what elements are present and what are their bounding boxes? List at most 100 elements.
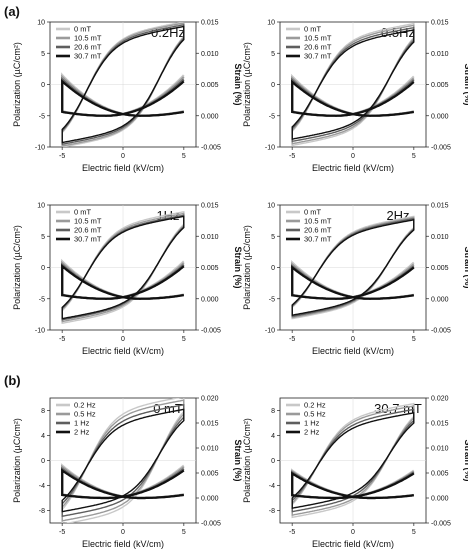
y-tick-label: -4 (39, 483, 45, 490)
chart-panel: 2Hz-5 0 5-10-50510-0.0050.0000.0050.0100.0… (242, 203, 468, 357)
y2-tick-label: 0.000 (431, 296, 449, 303)
y2-tick-label: 0.010 (431, 234, 449, 241)
y2-tick-label: 0.010 (201, 234, 219, 241)
legend-label: 0 mT (74, 25, 92, 34)
x-tick-label: 0 (351, 529, 355, 536)
legend-label: 0.5 Hz (74, 410, 96, 419)
strain-butterfly (61, 79, 185, 117)
curve-layer (291, 402, 415, 519)
x-tick-label: 5 (182, 529, 186, 536)
y2-axis-label: Strain (%) (233, 63, 243, 105)
y2-tick-label: -0.005 (431, 145, 451, 152)
y2-tick-label: -0.005 (201, 328, 221, 335)
x-tick-label: 5 (182, 336, 186, 343)
y-axis-label: Polarization (µC/cm²) (12, 225, 22, 310)
y2-axis-label: Strain (%) (463, 63, 468, 105)
y2-axis-label: Strain (%) (463, 439, 468, 481)
legend-label: 20.6 mT (304, 43, 332, 52)
y2-tick-label: 0.010 (201, 446, 219, 453)
x-tick-label: 5 (412, 153, 416, 160)
y-axis-label: Polarization (µC/cm²) (12, 418, 22, 503)
x-axis-label: Electric field (kV/cm) (82, 539, 164, 549)
y-tick-label: -5 (39, 296, 45, 303)
y2-tick-label: -0.005 (431, 328, 451, 335)
legend-label: 30.7 mT (304, 235, 332, 244)
legend-label: 2 Hz (304, 428, 320, 437)
y-tick-label: 5 (41, 234, 45, 241)
y2-tick-label: 0.000 (201, 496, 219, 503)
strain-butterfly (291, 471, 415, 500)
y2-tick-label: 0.020 (201, 396, 219, 403)
y-tick-label: 4 (271, 433, 275, 440)
y-axis-label: Polarization (µC/cm²) (12, 42, 22, 127)
legend-label: 0.2 Hz (74, 401, 96, 410)
y2-tick-label: 0.005 (431, 82, 449, 89)
x-tick-label: 0 (351, 336, 355, 343)
y2-tick-label: 0.005 (201, 471, 219, 478)
x-tick-label: 5 (412, 336, 416, 343)
y-tick-label: 0 (41, 82, 45, 89)
legend-label: 10.5 mT (304, 217, 332, 226)
y2-tick-label: 0.015 (201, 20, 219, 27)
strain-butterfly (291, 79, 415, 117)
polarization-loop (291, 408, 415, 513)
polarization-loop (61, 398, 185, 523)
x-tick-label: -5 (289, 529, 295, 536)
curve-layer (291, 22, 415, 147)
x-tick-label: -5 (59, 336, 65, 343)
y2-tick-label: -0.005 (201, 145, 221, 152)
polarization-loop (61, 215, 185, 320)
y2-tick-label: 0.010 (431, 446, 449, 453)
y2-tick-label: 0.015 (201, 203, 219, 210)
chart-panel: 0.5Hz-5 0 5-10-50510-0.0050.0000.0050.0100… (242, 20, 468, 174)
x-axis-label: Electric field (kV/cm) (82, 163, 164, 173)
legend-label: 10.5 mT (74, 217, 102, 226)
y-axis-label: Polarization (µC/cm²) (242, 418, 252, 503)
y-tick-label: 5 (271, 51, 275, 58)
y2-tick-label: 0.000 (201, 296, 219, 303)
y2-tick-label: 0.005 (431, 471, 449, 478)
y-tick-label: 10 (37, 203, 45, 210)
polarization-loop (61, 403, 185, 518)
y2-tick-label: 0.005 (201, 265, 219, 272)
y2-tick-label: 0.015 (431, 421, 449, 428)
y-tick-label: -8 (39, 508, 45, 515)
y2-tick-label: 0.020 (431, 396, 449, 403)
legend-label: 1 Hz (74, 419, 90, 428)
y-tick-label: 10 (267, 203, 275, 210)
legend-label: 0 mT (74, 208, 92, 217)
legend-label: 10.5 mT (304, 34, 332, 43)
polarization-loop (61, 408, 185, 513)
strain-butterfly (61, 263, 185, 300)
y2-tick-label: 0.000 (431, 496, 449, 503)
legend-label: 20.6 mT (74, 226, 102, 235)
y-tick-label: -5 (269, 296, 275, 303)
y2-tick-label: 0.005 (201, 82, 219, 89)
legend-label: 0 mT (304, 208, 322, 217)
y-tick-label: 0 (41, 458, 45, 465)
y-tick-label: 10 (267, 20, 275, 27)
panels-group: 0.2Hz -5 0 5 -10 -5 0 5 10 -0.005 0.000 0.005 0.010 0… (12, 20, 468, 550)
polarization-loop (291, 411, 415, 510)
y-tick-label: 0 (271, 82, 275, 89)
y-tick-label: -10 (265, 145, 275, 152)
chart-panel: 0.2Hz -5 0 5 -10 -5 0 5 10 -0.005 0.000 0.005 0.010 0… (12, 20, 243, 174)
y2-axis-label: Strain (%) (233, 246, 243, 288)
polarization-loop (291, 405, 415, 516)
y2-tick-label: -0.005 (201, 521, 221, 528)
panel-title: 0.2Hz (151, 25, 185, 40)
part-label-a: (a) (4, 4, 20, 19)
legend-label: 20.6 mT (304, 226, 332, 235)
polarization-loop (291, 29, 415, 140)
chart-panel: 30.7 mT-5 0 5-8-4048-0.0050.0000.0050.0100… (242, 396, 468, 550)
y2-tick-label: 0.000 (201, 113, 219, 120)
x-tick-label: -5 (59, 153, 65, 160)
legend-label: 0.5 Hz (304, 410, 326, 419)
x-axis-label: Electric field (kV/cm) (82, 346, 164, 356)
y2-tick-label: 0.015 (431, 20, 449, 27)
y2-tick-label: 0.005 (431, 265, 449, 272)
legend-label: 20.6 mT (74, 43, 102, 52)
legend-label: 10.5 mT (74, 34, 102, 43)
y-tick-label: 5 (271, 234, 275, 241)
